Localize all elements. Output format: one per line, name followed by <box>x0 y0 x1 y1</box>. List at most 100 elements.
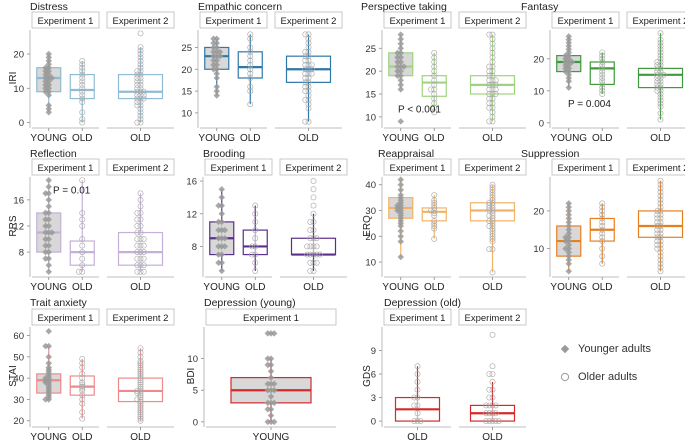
panel-suppression: Suppression 10 20 Experiment 1 YOUNG OLD Exper… <box>521 148 685 293</box>
data-point-old <box>79 81 86 88</box>
data-point-old <box>310 235 317 242</box>
data-point-old <box>79 236 86 243</box>
data-point-old <box>307 218 314 225</box>
data-point-old <box>489 394 496 401</box>
data-point-old <box>654 84 661 91</box>
data-point-old <box>137 68 144 75</box>
data-point-old <box>599 75 606 81</box>
panel-depression-old-: Depression (old) GDS 0 3 6 9 Experiment 1 OLD Ex… <box>362 297 527 442</box>
data-point-young <box>218 267 226 275</box>
facet-label: Experiment 1 <box>390 163 446 174</box>
data-point-old <box>657 181 664 188</box>
data-point-young <box>213 83 221 90</box>
data-point-young <box>270 386 278 394</box>
data-point-old <box>304 243 311 250</box>
data-point-old <box>657 36 664 43</box>
y-tick-label: 10 <box>365 258 376 269</box>
data-point-young <box>397 233 405 240</box>
data-point-old <box>431 109 438 116</box>
data-point-old <box>79 61 86 68</box>
panel-perspective-taking: Perspective taking 10 15 20 25 Experiment 1 YO… <box>361 1 527 144</box>
data-point-young <box>210 61 217 69</box>
data-point-old <box>489 181 496 188</box>
data-point-young <box>565 230 573 237</box>
data-point-old <box>252 202 259 209</box>
data-point-old <box>599 81 606 88</box>
circle-icon <box>558 372 572 382</box>
data-point-old <box>483 410 490 417</box>
data-point-old <box>247 75 254 81</box>
data-point-old <box>137 109 144 116</box>
data-point-old <box>657 185 664 192</box>
data-point-old <box>137 375 144 382</box>
data-point-old <box>79 268 86 275</box>
data-point-old <box>302 79 309 86</box>
data-point-old <box>302 61 309 68</box>
x-tick-label: YOUNG <box>550 133 587 144</box>
data-point-young <box>264 399 272 407</box>
data-point-old <box>486 386 493 393</box>
data-point-young <box>210 35 217 42</box>
data-point-old <box>310 243 317 250</box>
data-point-young <box>565 215 573 222</box>
x-tick-label: OLD <box>650 133 671 144</box>
data-point-old <box>657 100 664 107</box>
data-point-old <box>310 267 317 274</box>
data-point-old <box>489 118 496 125</box>
x-tick-label: OLD <box>130 432 151 442</box>
data-point-old <box>247 44 254 51</box>
y-tick-label: 0 <box>193 417 198 428</box>
data-point-young <box>264 361 272 369</box>
data-point-old <box>305 31 312 38</box>
data-point-old <box>137 88 144 95</box>
data-point-old <box>431 77 438 84</box>
data-point-old <box>79 392 86 399</box>
data-point-old <box>489 331 496 338</box>
legend-label: Older adults <box>578 371 638 383</box>
data-point-young <box>397 118 405 125</box>
data-point-old <box>599 68 606 75</box>
data-point-old <box>657 55 664 62</box>
data-point-young <box>216 52 224 60</box>
data-point-old <box>489 59 496 65</box>
data-point-old <box>657 84 664 91</box>
y-tick-label: 8 <box>192 242 197 253</box>
data-point-old <box>486 95 493 102</box>
data-point-old <box>599 234 606 241</box>
legend-label: Younger adults <box>578 343 651 355</box>
data-point-young <box>562 237 569 245</box>
data-point-young <box>270 399 278 407</box>
data-point-old <box>486 418 493 425</box>
y-tick-label: 5 <box>193 386 198 397</box>
data-point-old <box>137 196 144 203</box>
data-point-young <box>264 380 272 388</box>
data-point-old <box>134 390 141 396</box>
data-point-old <box>492 402 499 409</box>
data-point-old <box>305 83 312 90</box>
data-point-young <box>210 39 217 47</box>
panel-title: Suppression <box>521 148 580 160</box>
data-point-young <box>42 209 49 217</box>
data-point-old <box>657 97 664 104</box>
data-point-old <box>79 64 86 71</box>
box <box>637 67 684 89</box>
data-point-young <box>215 243 222 250</box>
data-point-old <box>247 70 254 77</box>
data-point-old <box>134 255 141 262</box>
data-point-old <box>137 95 144 102</box>
data-point-old <box>137 402 144 409</box>
data-point-old <box>411 402 418 409</box>
data-point-old <box>657 177 664 184</box>
data-point-old <box>411 418 418 425</box>
data-point-old <box>304 251 311 258</box>
data-point-old <box>137 102 144 109</box>
data-point-old <box>489 363 496 370</box>
x-tick-label: OLD <box>72 133 93 144</box>
data-point-old <box>76 268 83 275</box>
data-point-young <box>210 44 217 51</box>
data-point-old <box>486 246 493 253</box>
box <box>637 210 684 238</box>
data-point-young <box>565 249 573 256</box>
data-point-old <box>134 268 141 275</box>
